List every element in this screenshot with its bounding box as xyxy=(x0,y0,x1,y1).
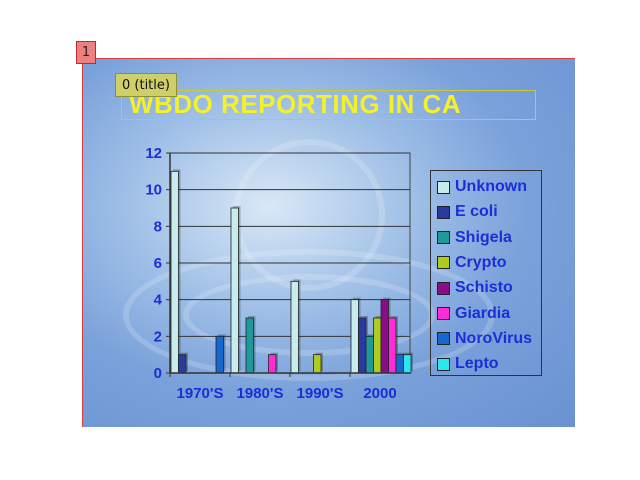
bar-unknown-1 xyxy=(230,207,239,374)
bar-norovirus-3 xyxy=(395,354,404,374)
bar-crypto-2 xyxy=(313,354,322,374)
chart-title: WBDO REPORTING IN CA xyxy=(129,90,462,119)
legend-item: NoroVirus xyxy=(437,328,532,350)
legend-item: Lepto xyxy=(437,353,499,375)
legend-swatch xyxy=(437,205,450,219)
legend-label: Schisto xyxy=(455,279,513,297)
legend-swatch xyxy=(437,256,450,270)
legend-swatch xyxy=(437,307,450,320)
legend-item: Crypto xyxy=(437,252,507,274)
x-tick-labels: 1970'S 1980'S 1990'S 2000 xyxy=(177,385,397,402)
placeholder-tag: 0 (title) xyxy=(115,73,177,97)
legend-item: Shigela xyxy=(437,227,512,249)
bar-giardia-1 xyxy=(268,354,277,374)
bar-norovirus-0 xyxy=(215,335,224,374)
legend-label: Shigela xyxy=(455,228,512,246)
bar-shigela-1 xyxy=(245,317,254,374)
legend-label: NoroVirus xyxy=(455,329,533,347)
x-tick-label: 1990'S xyxy=(297,385,344,402)
legend-label: E coli xyxy=(455,203,498,221)
x-tick-label: 2000 xyxy=(363,385,396,402)
y-tick-label: 6 xyxy=(154,255,162,272)
legend-item: Unknown xyxy=(437,176,527,198)
bar-shigela-3 xyxy=(365,335,374,374)
legend-item: E coli xyxy=(437,201,498,223)
bar-schisto-3 xyxy=(380,299,389,374)
y-tick-label: 2 xyxy=(154,328,162,345)
legend-label: Crypto xyxy=(455,253,507,271)
legend-label: Unknown xyxy=(455,178,527,195)
legend-swatch xyxy=(437,281,450,295)
bar-e-coli-0 xyxy=(178,354,187,374)
bar-giardia-3 xyxy=(388,317,397,374)
y-tick-label: 10 xyxy=(145,182,162,199)
legend-item: Giardia xyxy=(437,303,510,325)
bar-unknown-3 xyxy=(350,299,359,374)
y-tick-label: 0 xyxy=(154,365,162,382)
bar-unknown-2 xyxy=(290,280,299,374)
x-tick-label: 1970'S xyxy=(177,385,224,402)
y-tick-labels: 0 2 4 6 8 10 12 xyxy=(145,145,162,382)
title-placeholder[interactable]: WBDO REPORTING IN CA xyxy=(121,90,536,120)
legend-label: Giardia xyxy=(455,304,511,322)
bar-lepto-3 xyxy=(403,354,412,374)
legend-item: Schisto xyxy=(437,277,513,299)
legend: Unknown E coli Shigela Crypto Schisto Giardia… xyxy=(430,170,542,376)
x-tick-label: 1980'S xyxy=(237,385,284,402)
bar-e-coli-3 xyxy=(358,317,367,374)
y-tick-label: 8 xyxy=(154,218,162,235)
legend-swatch xyxy=(437,332,450,346)
axes xyxy=(166,152,410,377)
bar-unknown-0 xyxy=(170,170,179,374)
legend-swatch xyxy=(437,357,450,371)
y-tick-label: 4 xyxy=(154,292,163,309)
y-tick-label: 12 xyxy=(145,145,162,162)
bar-crypto-3 xyxy=(373,317,382,374)
legend-swatch xyxy=(437,231,450,245)
legend-swatch xyxy=(437,180,450,194)
slide-number-badge[interactable]: 1 xyxy=(76,41,96,64)
bars xyxy=(170,169,413,374)
legend-label: Lepto xyxy=(455,355,499,373)
